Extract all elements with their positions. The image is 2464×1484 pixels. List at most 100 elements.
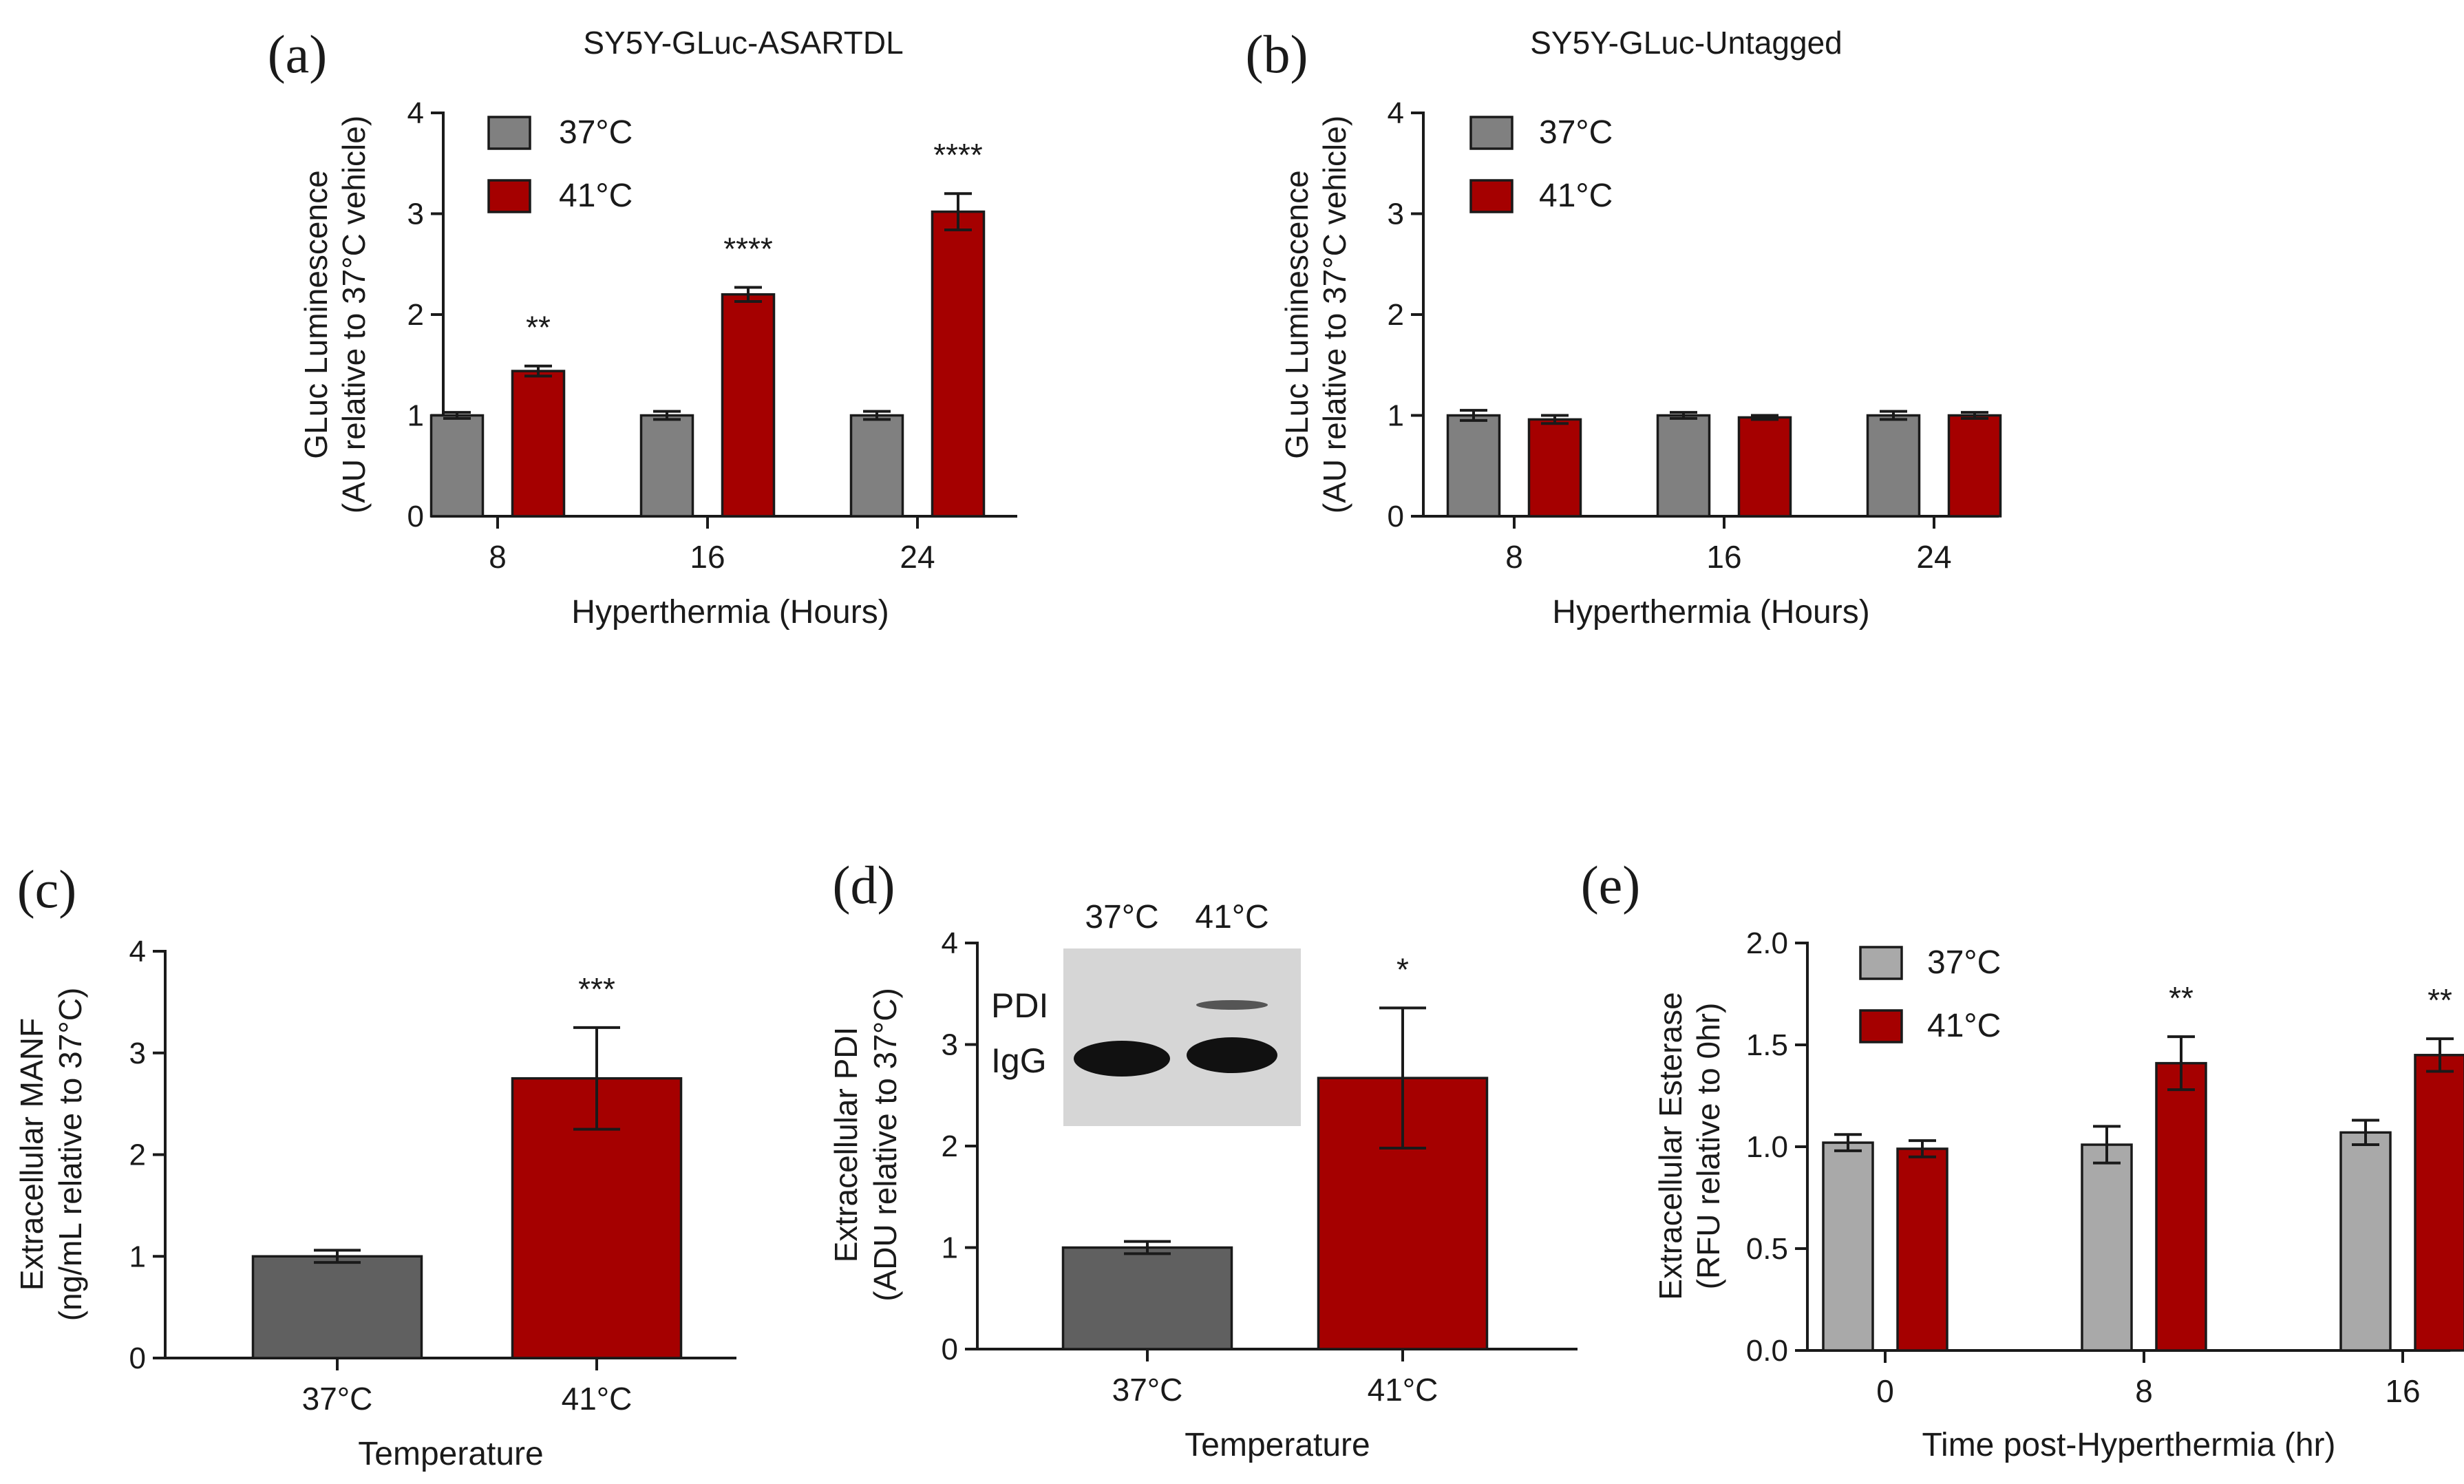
blot-band-label: PDI: [991, 986, 1048, 1025]
bar: [1896, 1147, 1948, 1352]
legend-label: 37°C: [1539, 114, 1613, 151]
bar: [2339, 1131, 2392, 1352]
igg-band-37: [1074, 1041, 1170, 1077]
y-tick-label: 2: [407, 298, 424, 332]
x-tick-label: 41°C: [1368, 1372, 1438, 1408]
significance-label: ****: [723, 231, 773, 266]
y-tick-label: 2.0: [1746, 926, 1788, 960]
y-tick-label: 0: [407, 500, 424, 533]
x-tick-label: 8: [489, 539, 507, 575]
bar: [931, 210, 986, 518]
y-tick-label: 3: [407, 198, 424, 231]
y-axis-label: Extracellular Esterase: [1653, 992, 1688, 1300]
y-axis-label: Extracellular MANF: [14, 1018, 50, 1291]
y-tick-label: 3: [129, 1037, 146, 1070]
y-tick-label: 1: [129, 1240, 146, 1273]
bar: [1527, 418, 1582, 518]
significance-label: ***: [578, 971, 615, 1007]
bar: [1947, 414, 2002, 518]
panel-c-chart: (c) 0 1 2 3 4 Extracellular MANF (ng/mL relativ…: [14, 859, 736, 1472]
bar: [1737, 416, 1792, 518]
legend-label: 41°C: [559, 178, 633, 214]
x-tick-label: 16: [1706, 539, 1741, 575]
y-tick-label: 1: [1388, 399, 1404, 433]
panel-d-chart: (d) 0 1 2 3 4 Extracellular PDI (ADU relative t…: [828, 855, 1578, 1463]
significance-label: **: [526, 310, 551, 346]
y-axis-label: GLuc Luminescence: [298, 170, 334, 458]
x-tick-label: 16: [2385, 1373, 2420, 1409]
y-tick-label: 4: [129, 935, 146, 968]
y-tick-label: 3: [942, 1028, 958, 1062]
x-tick-label: 16: [690, 539, 725, 575]
bar: [2155, 1061, 2207, 1352]
y-tick-label: 2: [129, 1138, 146, 1172]
panel-a-chart: (a) SY5Y-GLuc-ASARTDL 0 1 2 3 4 GLuc Luminescen…: [268, 24, 1017, 630]
chart-title: SY5Y-GLuc-ASARTDL: [583, 25, 903, 61]
blot-band-label: IgG: [991, 1041, 1047, 1080]
legend-swatch: [487, 179, 531, 213]
x-tick-label: 8: [1505, 539, 1523, 575]
y-tick-label: 4: [407, 96, 424, 130]
y-tick-label: 1.5: [1746, 1028, 1788, 1062]
x-axis-label: Time post-Hyperthermia (hr): [1922, 1427, 2335, 1463]
y-tick-label: 0: [129, 1342, 146, 1375]
y-tick-label: 4: [942, 926, 958, 960]
legend-label: 41°C: [1927, 1008, 2001, 1044]
x-tick-label: 24: [1916, 539, 1951, 575]
panel-b-chart: (b) SY5Y-GLuc-Untagged 0 1 2 3 4 GLuc Luminesce…: [1246, 24, 2002, 630]
y-axis-label-units: (AU relative to 37°C vehicle): [1317, 116, 1352, 513]
y-tick-label: 0: [1388, 500, 1404, 533]
x-axis-label: Temperature: [358, 1436, 543, 1472]
x-tick-label: 37°C: [1112, 1372, 1183, 1408]
bar: [1656, 414, 1711, 518]
igg-band-41: [1187, 1037, 1277, 1073]
y-axis-label-units: (AU relative to 37°C vehicle): [336, 116, 372, 513]
panel-e-label: (e): [1581, 855, 1641, 915]
significance-label: **: [2428, 982, 2452, 1018]
western-blot-inset: 37°C 41°C PDI IgG: [991, 899, 1301, 1126]
y-axis-label: Extracellular PDI: [828, 1027, 864, 1263]
y-tick-label: 1: [942, 1231, 958, 1265]
bar: [639, 414, 694, 518]
legend-label: 37°C: [1927, 944, 2001, 981]
y-tick-label: 2: [942, 1130, 958, 1163]
panel-c-label: (c): [17, 859, 77, 919]
y-tick-label: 2: [1388, 298, 1404, 332]
legend-swatch: [1859, 1009, 1903, 1043]
x-axis-label: Hyperthermia (Hours): [1552, 594, 1869, 630]
y-axis-label-units: (RFU relative to 0hr): [1690, 1003, 1726, 1290]
bar: [251, 1255, 423, 1359]
panel-d-label: (d): [833, 855, 895, 915]
bar: [2414, 1054, 2464, 1352]
x-tick-label: 8: [2135, 1373, 2153, 1409]
significance-label: ****: [933, 137, 983, 173]
x-tick-label: 0: [1876, 1373, 1894, 1409]
x-tick-label: 37°C: [302, 1381, 373, 1417]
legend-label: 37°C: [559, 114, 633, 151]
panel-a-label: (a): [268, 24, 328, 84]
bar: [1866, 414, 1921, 518]
panel-e-chart: (e) 0.0 0.5 1.0 1.5 2.0 Extracellular Esterase…: [1581, 855, 2464, 1463]
pdi-band-41: [1196, 1000, 1268, 1010]
legend-swatch: [1469, 179, 1514, 213]
bar: [1822, 1141, 1874, 1352]
y-tick-label: 0.5: [1746, 1232, 1788, 1266]
bar: [2081, 1143, 2133, 1352]
legend-swatch: [487, 116, 531, 150]
y-tick-label: 0: [942, 1333, 958, 1366]
blot-lane-label: 37°C: [1085, 899, 1158, 935]
chart-title: SY5Y-GLuc-Untagged: [1530, 25, 1842, 61]
panel-b-label: (b): [1246, 24, 1308, 84]
bar: [511, 370, 566, 518]
y-tick-label: 1: [407, 399, 424, 433]
bar: [849, 414, 904, 518]
x-axis-label: Temperature: [1185, 1427, 1370, 1463]
y-tick-label: 0.0: [1746, 1334, 1788, 1368]
x-tick-label: 41°C: [562, 1381, 633, 1417]
y-tick-label: 3: [1388, 198, 1404, 231]
bar: [1061, 1246, 1233, 1350]
y-tick-label: 1.0: [1746, 1130, 1788, 1164]
legend-swatch: [1859, 946, 1903, 980]
significance-label: **: [2169, 980, 2194, 1016]
